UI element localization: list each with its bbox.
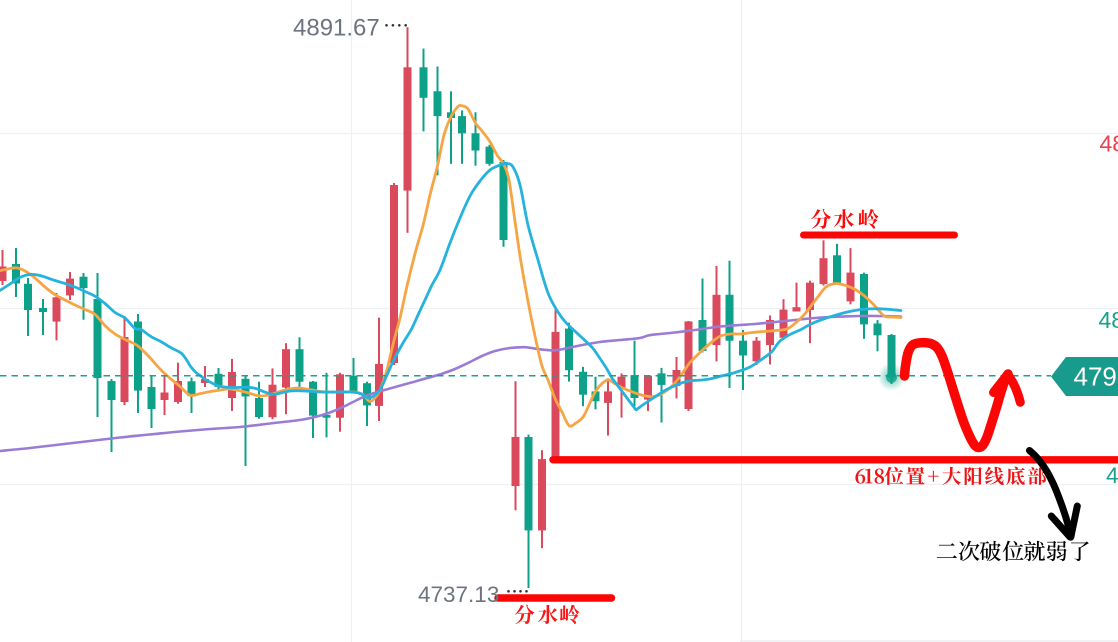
svg-text:48: 48 [1099, 307, 1118, 333]
svg-text:48: 48 [1100, 131, 1118, 157]
svg-text:4: 4 [1106, 463, 1118, 488]
svg-text:4737.13: 4737.13 [418, 582, 499, 607]
svg-text:4891.67: 4891.67 [293, 15, 380, 42]
svg-text:4795.: 4795. [1074, 362, 1118, 392]
